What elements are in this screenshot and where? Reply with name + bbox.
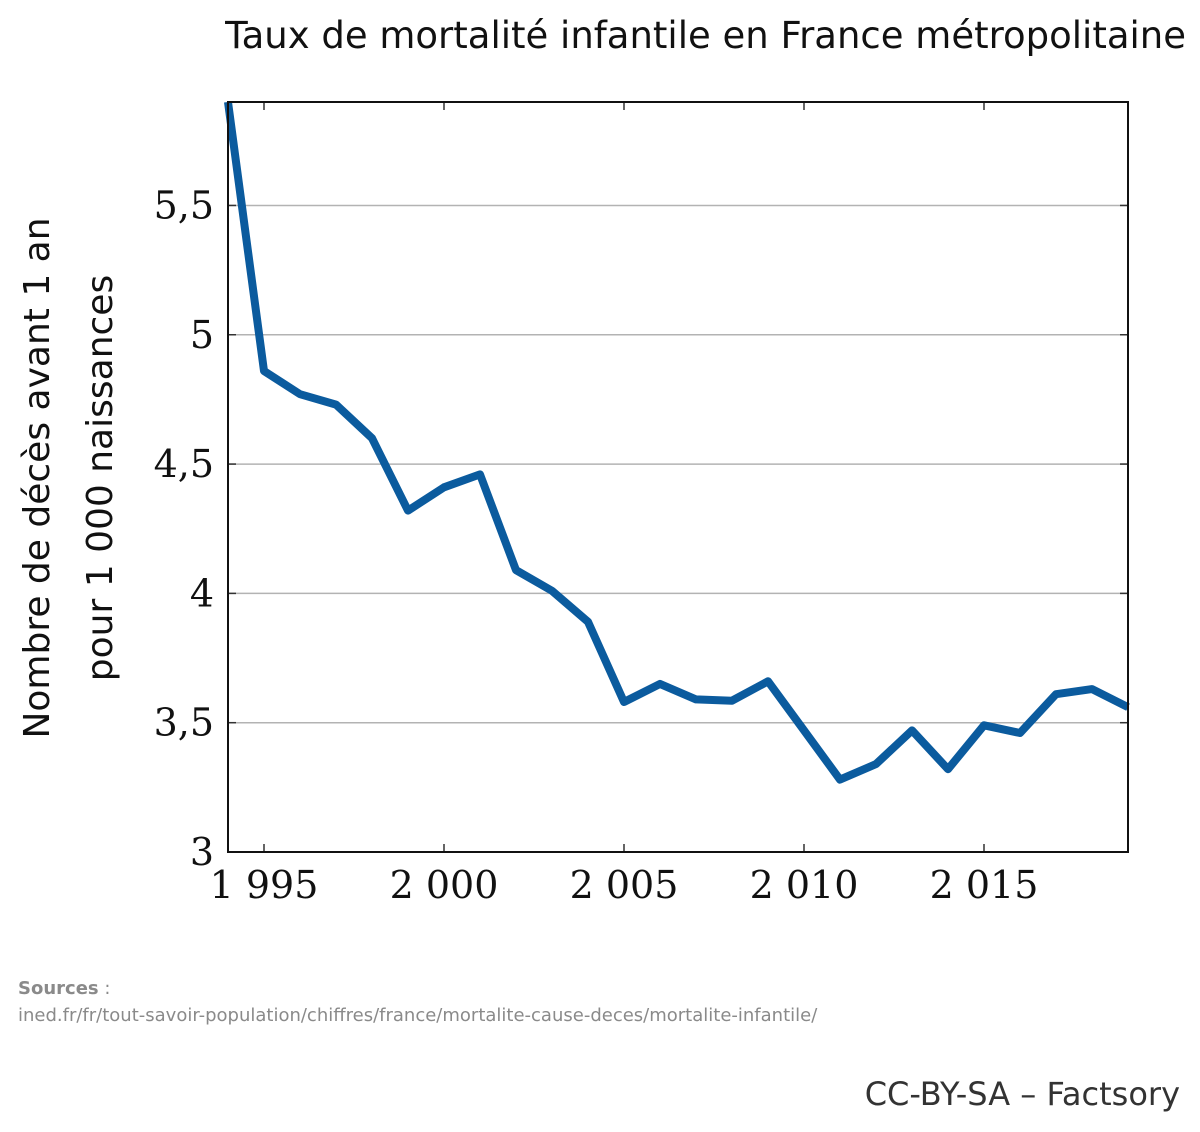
chart-title: Taux de mortalité infantile en France mé… xyxy=(225,14,1186,57)
x-tick-labels: 1 995 2 000 2 005 2 010 2 015 xyxy=(210,863,1039,907)
x-ticks xyxy=(263,102,985,852)
y-axis-title-line2: pour 1 000 naissances xyxy=(80,275,121,681)
sources-separator: : xyxy=(98,978,111,999)
series-line xyxy=(224,101,1130,784)
y-tick-label: 3,5 xyxy=(154,701,214,745)
x-tick-label: 2 000 xyxy=(390,863,499,907)
y-tick-label: 3 xyxy=(190,830,214,874)
line-chart: 3 3,5 4 4,5 5 5,5 1 995 2 000 2 005 2 010 2 015 N… xyxy=(17,101,1130,907)
x-tick-label: 1 995 xyxy=(210,863,319,907)
x-tick-label: 2 005 xyxy=(570,863,679,907)
plot-frame xyxy=(227,101,1129,853)
y-axis-title-line1: Nombre de décès avant 1 an xyxy=(17,217,58,738)
x-tick-label: 2 010 xyxy=(750,863,859,907)
y-tick-label: 4,5 xyxy=(154,442,214,486)
y-tick-label: 5 xyxy=(190,313,214,357)
sources-note: Sources : ined.fr/fr/tout-savoir-populat… xyxy=(18,975,817,1029)
license-credit: CC-BY-SA – Factsory xyxy=(864,1075,1180,1113)
y-tick-label: 4 xyxy=(190,571,214,615)
sources-label: Sources xyxy=(18,978,99,999)
grid-lines xyxy=(228,204,1128,724)
y-tick-label: 5,5 xyxy=(154,183,214,227)
x-tick-label: 2 015 xyxy=(930,863,1039,907)
sources-url[interactable]: ined.fr/fr/tout-savoir-population/chiffr… xyxy=(18,1005,818,1026)
y-tick-labels: 3 3,5 4 4,5 5 5,5 xyxy=(154,183,214,874)
